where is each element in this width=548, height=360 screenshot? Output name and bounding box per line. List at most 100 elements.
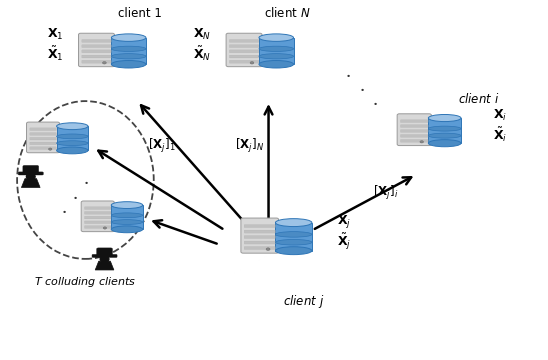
FancyBboxPatch shape (18, 172, 43, 175)
FancyBboxPatch shape (23, 166, 38, 174)
Ellipse shape (429, 133, 461, 138)
Text: $\mathbf{X}_N$: $\mathbf{X}_N$ (193, 27, 211, 42)
Text: client $N$: client $N$ (265, 6, 311, 21)
FancyBboxPatch shape (30, 132, 56, 135)
Text: $\bullet$: $\bullet$ (83, 177, 88, 186)
FancyBboxPatch shape (241, 218, 278, 253)
Text: $\tilde{\mathbf{X}}_j$: $\tilde{\mathbf{X}}_j$ (337, 231, 351, 252)
FancyArrowPatch shape (98, 151, 222, 229)
FancyBboxPatch shape (84, 207, 111, 210)
Ellipse shape (276, 231, 312, 237)
Ellipse shape (111, 226, 142, 233)
FancyBboxPatch shape (96, 248, 112, 256)
Ellipse shape (259, 34, 294, 41)
FancyBboxPatch shape (230, 45, 259, 48)
Polygon shape (21, 179, 40, 188)
FancyBboxPatch shape (401, 125, 428, 127)
Ellipse shape (429, 126, 461, 131)
FancyBboxPatch shape (82, 55, 111, 58)
FancyBboxPatch shape (401, 135, 428, 137)
Polygon shape (276, 222, 312, 251)
FancyBboxPatch shape (30, 147, 56, 149)
FancyBboxPatch shape (244, 247, 275, 249)
Text: client $j$: client $j$ (283, 293, 325, 310)
FancyBboxPatch shape (84, 226, 111, 228)
Ellipse shape (276, 219, 312, 226)
Ellipse shape (259, 54, 294, 59)
Text: $\tilde{\mathbf{X}}_i$: $\tilde{\mathbf{X}}_i$ (493, 126, 507, 144)
FancyBboxPatch shape (244, 225, 275, 228)
Polygon shape (111, 205, 142, 229)
FancyBboxPatch shape (401, 120, 428, 122)
Text: $\bullet$: $\bullet$ (345, 70, 351, 79)
FancyBboxPatch shape (78, 33, 115, 67)
Text: client $i$: client $i$ (458, 93, 500, 107)
FancyBboxPatch shape (230, 50, 259, 53)
Circle shape (266, 248, 270, 251)
Text: $\mathbf{X}_j$: $\mathbf{X}_j$ (337, 213, 351, 230)
FancyBboxPatch shape (226, 33, 262, 67)
Ellipse shape (100, 256, 109, 262)
Ellipse shape (276, 239, 312, 245)
FancyBboxPatch shape (82, 45, 111, 48)
FancyBboxPatch shape (82, 40, 111, 42)
Text: $[\mathbf{X}_j]_N$: $[\mathbf{X}_j]_N$ (235, 137, 264, 155)
Polygon shape (95, 261, 114, 270)
Ellipse shape (56, 123, 88, 130)
FancyBboxPatch shape (244, 230, 275, 233)
Ellipse shape (111, 213, 142, 218)
FancyBboxPatch shape (230, 55, 259, 58)
Text: $\bullet$: $\bullet$ (61, 206, 66, 215)
Text: $\mathbf{X}_i$: $\mathbf{X}_i$ (493, 108, 507, 123)
Polygon shape (259, 38, 294, 64)
FancyBboxPatch shape (397, 114, 431, 145)
FancyBboxPatch shape (84, 216, 111, 219)
FancyBboxPatch shape (230, 60, 259, 63)
FancyBboxPatch shape (230, 40, 259, 42)
Ellipse shape (111, 220, 142, 224)
Ellipse shape (259, 46, 294, 51)
FancyBboxPatch shape (244, 241, 275, 244)
Text: client 1: client 1 (118, 8, 162, 21)
FancyBboxPatch shape (30, 128, 56, 131)
FancyBboxPatch shape (244, 235, 275, 239)
Ellipse shape (111, 34, 146, 41)
FancyBboxPatch shape (401, 139, 428, 142)
Circle shape (49, 148, 52, 150)
Text: $\mathbf{X}_1$: $\mathbf{X}_1$ (47, 27, 64, 42)
FancyBboxPatch shape (84, 212, 111, 214)
Ellipse shape (259, 60, 294, 68)
Ellipse shape (111, 202, 142, 208)
Circle shape (420, 141, 424, 143)
FancyBboxPatch shape (92, 255, 117, 257)
FancyBboxPatch shape (81, 201, 114, 231)
Ellipse shape (56, 147, 88, 154)
FancyBboxPatch shape (26, 122, 60, 153)
FancyBboxPatch shape (30, 137, 56, 140)
Circle shape (250, 62, 254, 64)
Text: $[\mathbf{X}_j]_1$: $[\mathbf{X}_j]_1$ (148, 137, 176, 155)
Text: $\bullet$: $\bullet$ (358, 84, 364, 93)
Polygon shape (111, 38, 146, 64)
FancyBboxPatch shape (84, 221, 111, 224)
Ellipse shape (111, 46, 146, 51)
Circle shape (103, 227, 107, 229)
Polygon shape (56, 126, 88, 150)
Text: $\tilde{\mathbf{X}}_N$: $\tilde{\mathbf{X}}_N$ (193, 45, 211, 63)
Text: $\bullet$: $\bullet$ (72, 192, 77, 201)
FancyArrowPatch shape (315, 177, 411, 229)
FancyArrowPatch shape (265, 107, 272, 220)
Ellipse shape (111, 54, 146, 59)
Text: $[\mathbf{X}_j]_i$: $[\mathbf{X}_j]_i$ (373, 184, 399, 202)
FancyBboxPatch shape (82, 50, 111, 53)
Text: $\tilde{\mathbf{X}}_1$: $\tilde{\mathbf{X}}_1$ (47, 45, 64, 63)
FancyArrowPatch shape (141, 105, 245, 223)
FancyBboxPatch shape (82, 60, 111, 63)
Polygon shape (429, 118, 461, 143)
Ellipse shape (26, 174, 35, 179)
FancyArrowPatch shape (153, 220, 216, 244)
FancyBboxPatch shape (30, 142, 56, 145)
Ellipse shape (56, 141, 88, 145)
Text: $T$ colluding clients: $T$ colluding clients (34, 275, 136, 289)
Ellipse shape (111, 60, 146, 68)
